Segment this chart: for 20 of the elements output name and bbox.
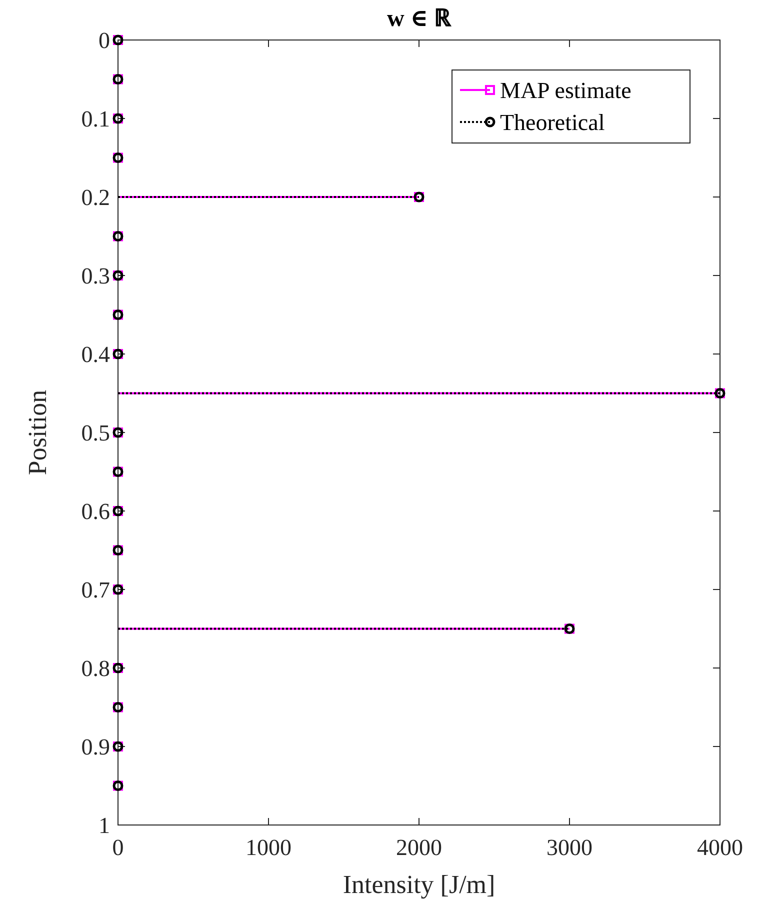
y-tick-label: 0.8 [81,656,110,681]
y-tick-label: 0.2 [81,185,110,210]
y-axis-title: Position [23,390,52,476]
x-tick-label: 2000 [396,835,442,860]
x-tick-label: 4000 [697,835,743,860]
y-tick-label: 0.5 [81,420,110,446]
y-tick-label: 0 [98,28,110,53]
y-tick-label: 0.9 [81,734,110,760]
legend-label: Theoretical [500,110,605,135]
chart-title: w ∈ ℝ [386,6,452,32]
x-tick-label: 3000 [546,835,592,860]
x-tick-label: 1000 [246,835,292,860]
y-tick-label: 0.3 [81,264,110,288]
y-tick-label: 0.4 [81,342,110,367]
x-axis-title: Intensity [J/m] [342,870,496,899]
y-tick-label: 0.6 [81,499,110,524]
y-tick-label: 0.7 [81,578,110,602]
y-tick-label: 1 [98,813,110,838]
legend-label: MAP estimate [500,78,632,103]
y-tick-label: 0.1 [81,106,110,132]
